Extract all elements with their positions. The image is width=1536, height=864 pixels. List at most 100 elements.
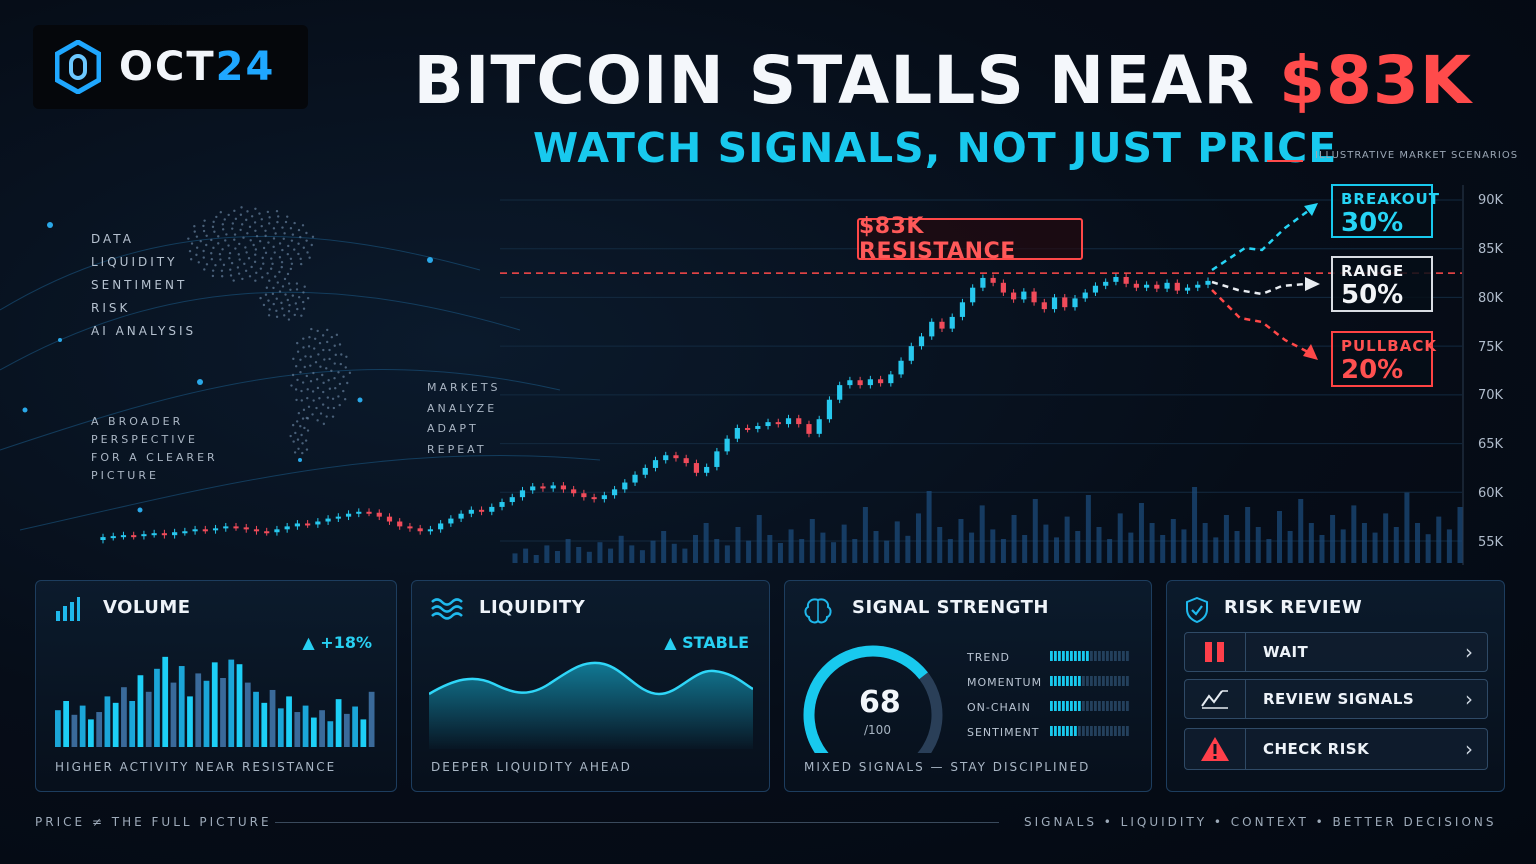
volume-panel-bar [145, 691, 152, 747]
volume-panel-bar [327, 721, 334, 747]
liquidity-status-badge: ▲ STABLE [664, 633, 749, 652]
scenario-probability: 50% [1341, 280, 1404, 310]
map-dot [306, 429, 310, 432]
map-dot [343, 398, 347, 401]
map-dot [276, 281, 279, 284]
map-dot [303, 426, 306, 430]
volume-bar [512, 553, 518, 563]
map-dot [242, 236, 245, 239]
map-dot [211, 269, 215, 272]
volume-bar [926, 491, 932, 563]
wait-action-button[interactable]: WAIT › [1184, 632, 1488, 672]
signal-row-label: ON-CHAIN [967, 701, 1031, 714]
volume-panel-bar [294, 712, 301, 747]
signal-meter-segment [1066, 676, 1069, 686]
candle-body [908, 346, 914, 361]
map-dot [275, 309, 278, 313]
map-dot [286, 215, 289, 218]
candle-body [192, 529, 198, 532]
map-dot [276, 220, 279, 224]
signal-meter-segment [1110, 701, 1113, 711]
perspective-line: A BROADER [91, 415, 184, 428]
footer-divider [275, 822, 999, 823]
volume-bar [650, 540, 656, 563]
headline-price: $83K [1279, 42, 1472, 119]
map-dot [233, 233, 237, 236]
volume-panel-bar [112, 702, 119, 747]
map-dot [311, 413, 314, 416]
volume-panel-bar [220, 678, 226, 747]
map-dot [259, 267, 263, 270]
volume-bar [1404, 492, 1410, 563]
map-dot [328, 348, 331, 352]
candle-body [253, 529, 260, 532]
check-risk-action-button[interactable]: CHECK RISK › [1184, 728, 1488, 770]
map-dot [258, 240, 262, 243]
volume-bar [597, 542, 603, 563]
review-signals-action-button[interactable]: REVIEW SIGNALS › [1184, 679, 1488, 719]
candle-body [376, 512, 382, 517]
candle-body [1021, 291, 1027, 300]
panel-footer: DEEPER LIQUIDITY AHEAD [431, 760, 632, 774]
signal-meter-segment [1110, 676, 1113, 686]
map-dot [265, 286, 269, 289]
map-dot [316, 386, 320, 390]
volume-bar [1457, 507, 1463, 563]
map-dot [319, 365, 322, 368]
map-dot [297, 242, 300, 245]
signal-meter-segment [1106, 651, 1109, 661]
signal-meter-segment [1074, 676, 1077, 686]
map-dot [245, 251, 248, 254]
action-label: REVIEW SIGNALS [1263, 690, 1415, 708]
volume-change-badge: ▲ +18% [302, 633, 372, 652]
map-dot [275, 209, 279, 213]
map-dot [272, 227, 276, 230]
candle-body [990, 277, 996, 283]
scenario-pullback: PULLBACK 20% [1331, 331, 1436, 387]
map-dot [289, 288, 292, 291]
volume-bar [1383, 513, 1389, 563]
scenario-label: BREAKOUT [1341, 190, 1440, 208]
candle-body [315, 521, 321, 525]
volume-histogram [55, 656, 375, 747]
signal-meter-segment [1066, 726, 1069, 736]
candle-body [151, 533, 157, 536]
signal-meter-segment [1110, 726, 1113, 736]
scenario-label: PULLBACK [1341, 337, 1437, 355]
map-dot [297, 228, 301, 232]
candle-body [356, 511, 362, 514]
signal-meter-segment [1058, 651, 1061, 661]
signal-meter-segment [1078, 726, 1081, 736]
signal-meter-segment [1094, 651, 1097, 661]
volume-panel-bar [269, 689, 276, 747]
signal-meter-segment [1062, 651, 1065, 661]
map-dot [314, 360, 318, 364]
bar-chart-icon [56, 597, 80, 621]
volume-bar [1415, 523, 1421, 563]
map-dot [334, 353, 337, 357]
scenario-probability: 20% [1341, 355, 1404, 385]
map-dot [248, 225, 252, 229]
candle-body [212, 528, 219, 531]
map-dot [287, 282, 291, 285]
candle-body [1041, 302, 1047, 310]
signal-meter-segment [1070, 726, 1073, 736]
candle-body [489, 506, 495, 512]
perspective-line: FOR A CLEARER [91, 451, 218, 464]
volume-panel-bar [343, 713, 350, 747]
map-dot [304, 355, 307, 358]
map-dot [205, 234, 208, 237]
volume-panel-bar [195, 673, 202, 747]
map-dot [300, 314, 303, 317]
map-dot [302, 408, 306, 412]
map-dot [322, 390, 325, 394]
map-dot [268, 216, 271, 219]
map-dot [261, 256, 264, 260]
pause-icon [1205, 642, 1224, 662]
volume-bar [1149, 523, 1155, 563]
map-dot [293, 451, 297, 454]
volume-panel-bar [360, 719, 367, 747]
y-tick-label: 90K [1478, 193, 1504, 208]
map-dot [303, 285, 306, 288]
action-icon-cell [1185, 680, 1246, 718]
